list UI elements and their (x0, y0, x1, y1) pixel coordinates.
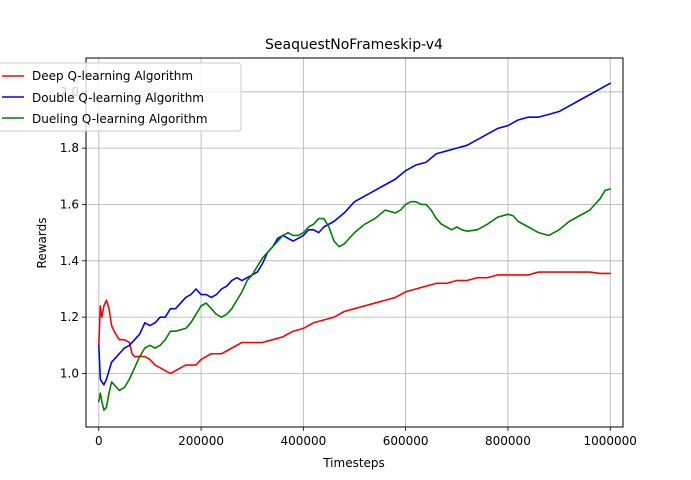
plot-frame (85, 57, 624, 428)
chart-title: SeaquestNoFrameskip-v4 (265, 37, 443, 53)
x-tick-label: 1000000 (583, 434, 636, 448)
y-tick-label: 1.4 (60, 254, 79, 268)
x-tick-label: 400000 (280, 434, 326, 448)
y-tick-label: 1.6 (60, 197, 79, 211)
legend: Deep Q-learning Algorithm Double Q-learn… (0, 62, 242, 132)
y-axis-label: Rewards (35, 218, 49, 269)
legend-label-double-q: Double Q-learning Algorithm (32, 91, 204, 105)
grid (86, 58, 623, 427)
x-tick-label: 800000 (485, 434, 531, 448)
legend-label-deep-q: Deep Q-learning Algorithm (32, 69, 193, 83)
series-line-deep-q-learning-algorithm (97, 271, 612, 375)
x-tick-label: 600000 (383, 434, 429, 448)
x-axis-ticks: 0 200000 400000 600000 800000 1000000 (95, 427, 637, 448)
y-tick-label: 1.8 (60, 141, 79, 155)
series-lines (97, 82, 612, 411)
x-tick-label: 200000 (178, 434, 224, 448)
y-tick-label: 1.2 (60, 310, 79, 324)
legend-label-dueling-q: Dueling Q-learning Algorithm (32, 112, 208, 126)
series-line-dueling-q-learning-algorithm (97, 188, 612, 411)
legend-box (0, 62, 242, 132)
y-tick-label: 1.0 (60, 366, 79, 380)
x-tick-label: 0 (95, 434, 103, 448)
x-axis-label: Timesteps (322, 456, 385, 470)
